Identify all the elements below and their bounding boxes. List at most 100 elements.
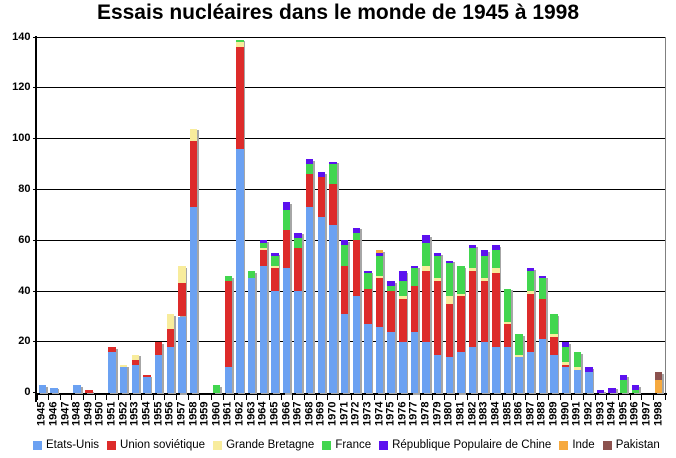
bar-1970-République Populaire de Chine	[329, 161, 337, 165]
x-axis-tick	[397, 394, 399, 400]
bar-1983-Union soviétique	[480, 280, 488, 342]
bar-1993-République Populaire de Chine	[596, 390, 605, 393]
gridline-y40	[36, 290, 665, 292]
bar-1988-Union soviétique	[538, 298, 547, 340]
x-axis-label-1980: 1980	[442, 401, 455, 426]
bar-1968-République Populaire de Chine	[306, 159, 314, 165]
x-axis-label-1994: 1994	[605, 401, 618, 426]
bar-1964-Union soviétique	[259, 250, 267, 266]
x-axis-tick	[594, 394, 596, 400]
x-axis-tick	[94, 394, 96, 400]
x-axis-label-1970: 1970	[326, 401, 339, 426]
x-axis-tick	[490, 394, 492, 400]
x-axis-label-1989: 1989	[547, 401, 560, 426]
bar-1965-France	[271, 255, 279, 266]
bar-1989-Etats-Unis	[550, 354, 558, 393]
bar-1970-Union soviétique	[329, 184, 337, 226]
bar-1965-République Populaire de Chine	[271, 253, 279, 256]
bar-1976-Union soviétique	[399, 298, 407, 342]
bar-1975-Etats-Unis	[387, 331, 395, 393]
x-axis-tick	[420, 394, 422, 400]
bar-1966-Union soviétique	[282, 230, 291, 269]
bar-1981-Grande Bretagne	[457, 293, 465, 297]
bar-shadow	[598, 391, 606, 395]
bar-1954-Union soviétique	[143, 374, 151, 378]
x-axis-tick	[210, 394, 212, 400]
bar-1979-Etats-Unis	[434, 354, 442, 393]
x-axis-label-1992: 1992	[582, 401, 595, 426]
x-axis-tick	[187, 394, 189, 400]
legend-swatch	[559, 440, 569, 450]
bar-1985-Union soviétique	[503, 324, 512, 347]
x-axis-tick	[152, 394, 154, 400]
bar-1990-Grande Bretagne	[561, 362, 570, 365]
bar-1980-Etats-Unis	[445, 357, 454, 393]
bar-1971-France	[340, 245, 349, 266]
x-axis-label-1977: 1977	[407, 401, 420, 426]
bar-1987-Etats-Unis	[527, 352, 535, 393]
bar-1969-Etats-Unis	[317, 217, 326, 393]
x-axis-label-1975: 1975	[384, 401, 397, 426]
x-axis-tick	[478, 394, 480, 400]
x-axis-label-1972: 1972	[349, 401, 362, 426]
x-axis-tick	[606, 394, 608, 400]
legend-item: Union soviétique	[107, 439, 205, 452]
bar-1978-France	[422, 242, 430, 266]
x-axis-label-1954: 1954	[140, 401, 153, 426]
y-axis-label: 140	[12, 30, 31, 43]
bar-1982-République Populaire de Chine	[468, 245, 477, 248]
bar-1953-Etats-Unis	[131, 364, 140, 393]
x-axis-tick	[117, 394, 119, 400]
bar-1974-Union soviétique	[375, 278, 384, 327]
x-axis-tick	[350, 394, 352, 400]
bar-1976-Grande Bretagne	[399, 296, 407, 299]
bar-1961-Etats-Unis	[224, 367, 233, 393]
bar-1990-France	[561, 346, 570, 363]
x-axis-tick	[443, 394, 445, 400]
bar-1972-Union soviétique	[352, 240, 360, 297]
bar-1953-Grande Bretagne	[131, 354, 140, 360]
bar-1986-France	[515, 334, 523, 355]
x-axis-tick	[280, 394, 282, 400]
bar-1968-Union soviétique	[306, 174, 314, 208]
x-axis-tick	[269, 394, 271, 400]
bar-1986-Etats-Unis	[515, 357, 523, 393]
bar-1977-France	[410, 268, 419, 286]
bar-1976-République Populaire de Chine	[399, 270, 407, 281]
bar-1962-Grande Bretagne	[236, 42, 244, 48]
x-axis-tick	[373, 394, 375, 400]
x-axis-tick	[571, 394, 573, 400]
bar-1956-Etats-Unis	[166, 346, 174, 393]
x-axis-tick	[455, 394, 457, 400]
y-axis-label: 20	[18, 335, 31, 348]
y-axis-label: 120	[12, 81, 31, 94]
x-axis-label-1945: 1945	[35, 401, 48, 426]
x-axis-tick	[548, 394, 550, 400]
bar-1962-France	[236, 39, 244, 43]
x-axis-tick	[36, 394, 38, 400]
bar-1980-Union soviétique	[445, 303, 454, 358]
legend-swatch	[322, 440, 332, 450]
bar-1956-Union soviétique	[166, 329, 174, 347]
bar-1963-France	[247, 270, 256, 279]
x-axis-tick	[466, 394, 468, 400]
x-axis-tick	[164, 394, 166, 400]
x-axis-tick	[292, 394, 294, 400]
bar-1965-Grande Bretagne	[271, 265, 279, 269]
gridline-y120	[36, 87, 665, 89]
bar-1965-Union soviétique	[271, 268, 279, 292]
bar-1970-France	[329, 164, 337, 185]
bar-1992-Etats-Unis	[585, 372, 593, 393]
bar-1998-Pakistan	[654, 372, 663, 380]
bar-1972-Etats-Unis	[352, 296, 360, 393]
bar-1967-Union soviétique	[294, 247, 302, 292]
gridline-y100	[36, 138, 665, 140]
bar-1979-Grande Bretagne	[434, 278, 442, 281]
bar-1974-Etats-Unis	[375, 326, 384, 393]
x-axis-tick	[257, 394, 259, 400]
bar-1974-Inde	[375, 250, 384, 253]
legend-label: Union soviétique	[120, 438, 206, 451]
bar-1955-Etats-Unis	[154, 354, 163, 393]
bar-1958-Etats-Unis	[189, 207, 198, 393]
legend-item: Pakistan	[602, 439, 660, 452]
